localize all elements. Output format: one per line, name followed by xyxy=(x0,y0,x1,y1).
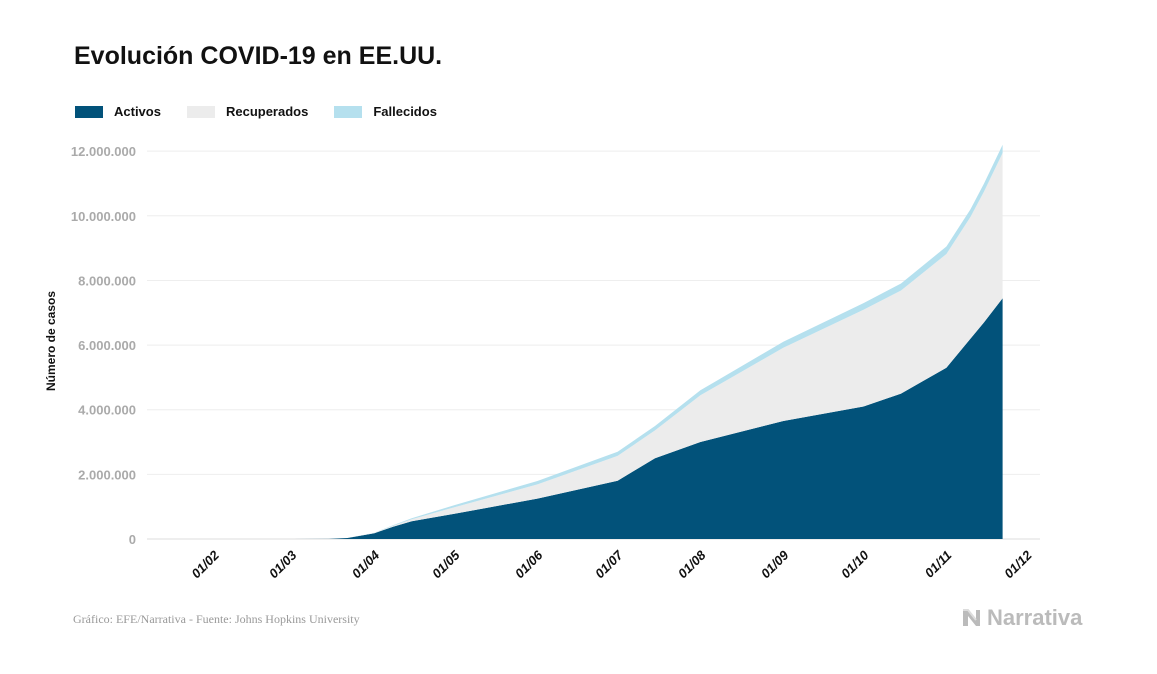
legend-item-activos: Activos xyxy=(75,104,161,119)
y-tick-label: 12.000.000 xyxy=(71,144,136,159)
x-tick-label: 01/07 xyxy=(592,547,626,581)
x-tick-label: 01/08 xyxy=(675,547,709,581)
legend-item-fallecidos: Fallecidos xyxy=(334,104,437,119)
x-tick-label: 01/02 xyxy=(188,547,222,581)
y-tick-label: 0 xyxy=(129,532,136,547)
y-tick-label: 6.000.000 xyxy=(78,338,136,353)
area-recuperados xyxy=(187,153,1003,539)
x-tick-label: 01/11 xyxy=(922,548,955,581)
x-tick-label: 01/06 xyxy=(512,547,546,581)
legend: Activos Recuperados Fallecidos xyxy=(75,104,463,119)
legend-label: Activos xyxy=(114,104,161,119)
y-tick-label: 10.000.000 xyxy=(71,209,136,224)
narrativa-logo: Narrativa xyxy=(963,605,1082,631)
y-tick-label: 8.000.000 xyxy=(78,273,136,288)
area-activos xyxy=(187,298,1003,539)
y-tick-label: 2.000.000 xyxy=(78,467,136,482)
logo-text: Narrativa xyxy=(987,605,1083,630)
y-tick-label: 4.000.000 xyxy=(78,403,136,418)
x-tick-label: 01/04 xyxy=(349,547,383,581)
area-fallecidos xyxy=(187,144,1003,539)
x-tick-label: 01/09 xyxy=(758,547,792,581)
narrativa-n-logo-icon xyxy=(963,609,980,626)
x-tick-label: 01/12 xyxy=(1001,547,1035,581)
legend-swatch xyxy=(186,105,215,118)
x-tick-label: 01/05 xyxy=(429,547,463,581)
source-note: Gráfico: EFE/Narrativa - Fuente: Johns H… xyxy=(73,612,360,626)
legend-swatch xyxy=(334,105,363,118)
x-tick-label: 01/03 xyxy=(266,547,300,581)
chart-title: Evolución COVID-19 en EE.UU. xyxy=(74,42,443,70)
legend-label: Recuperados xyxy=(225,104,309,119)
y-axis-label: Número de casos xyxy=(44,291,58,391)
legend-swatch xyxy=(75,105,103,118)
legend-item-recuperados: Recuperados xyxy=(186,104,309,119)
x-tick-label: 01/10 xyxy=(838,547,872,581)
legend-label: Fallecidos xyxy=(373,104,437,119)
